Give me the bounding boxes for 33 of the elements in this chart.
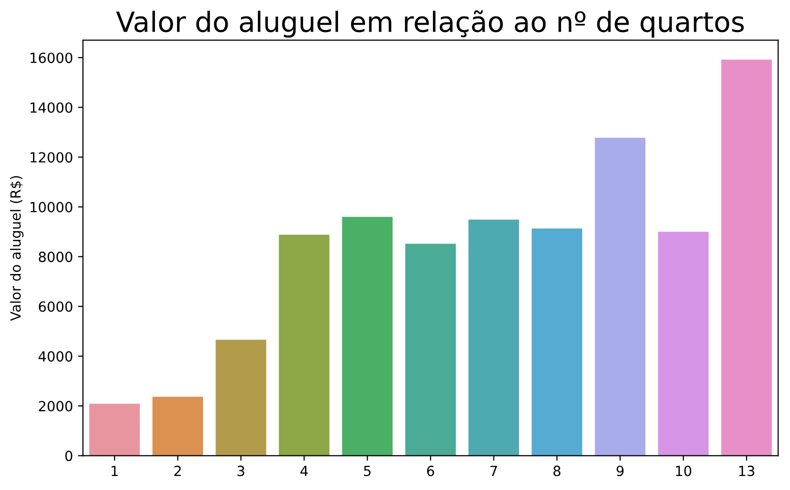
bar xyxy=(532,228,582,456)
y-tick-label: 10000 xyxy=(30,202,72,212)
x-tick-label: 4 xyxy=(300,466,308,476)
bar xyxy=(152,396,204,456)
bar xyxy=(658,232,709,456)
x-tick-label: 10 xyxy=(676,466,692,476)
chart-title: Valor do aluguel em relação ao nº de quartos xyxy=(116,10,744,38)
bar xyxy=(278,234,330,456)
y-tick-label: 6000 xyxy=(38,301,72,312)
bar xyxy=(468,220,520,456)
x-tick-label: 3 xyxy=(238,466,244,476)
y-tick-label: 4000 xyxy=(38,351,72,362)
x-tick-label: 5 xyxy=(364,466,371,476)
bar xyxy=(594,138,646,456)
x-tick-label: 1 xyxy=(112,466,118,476)
x-tick-label: 8 xyxy=(553,466,560,476)
x-tick-label: 6 xyxy=(427,466,434,476)
y-tick-label: 2000 xyxy=(38,400,72,412)
x-tick-label: 9 xyxy=(616,466,624,476)
y-tick-label: 12000 xyxy=(30,152,72,163)
bar xyxy=(721,60,772,456)
y-tick-label: 0 xyxy=(65,450,72,462)
y-tick-label: 8000 xyxy=(38,252,72,262)
bar xyxy=(405,244,456,456)
bar xyxy=(216,340,266,456)
y-axis-title: Valor do aluguel (R$) xyxy=(10,176,24,321)
x-tick-label: 7 xyxy=(490,466,497,476)
bar xyxy=(89,404,140,456)
bar xyxy=(342,216,393,456)
x-tick-label: 2 xyxy=(174,466,181,476)
x-tick-label: 13 xyxy=(739,466,754,476)
y-tick-label: 16000 xyxy=(30,52,72,64)
y-tick-label: 14000 xyxy=(30,102,72,113)
